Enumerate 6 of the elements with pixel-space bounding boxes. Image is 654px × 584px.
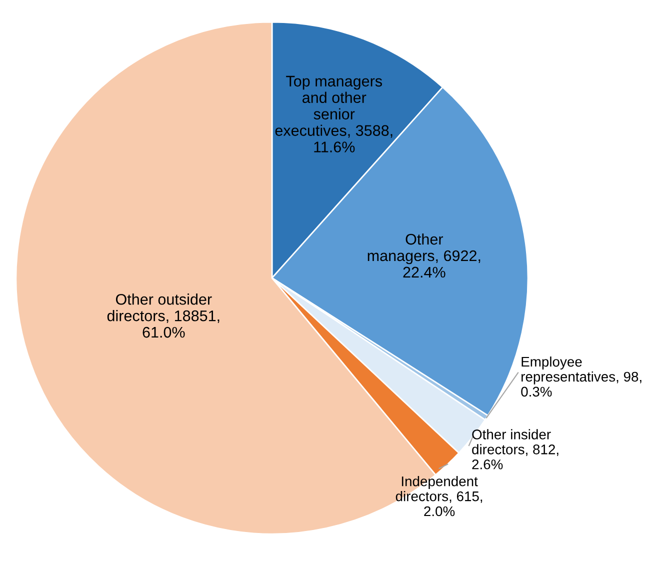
slice-label: Employee representatives, 98, 0.3% xyxy=(521,356,642,397)
slice-label: Other insider directors, 812, 2.6% xyxy=(472,429,558,470)
slice-label: Other outsider directors, 18851, 61.0% xyxy=(107,294,220,338)
slice-label: Independent directors, 615, 2.0% xyxy=(396,476,482,516)
slice-label: Other managers, 6922, 22.4% xyxy=(368,233,480,278)
slice-label: Top managers and other senior executives, 3588, 11.6% xyxy=(275,76,392,152)
